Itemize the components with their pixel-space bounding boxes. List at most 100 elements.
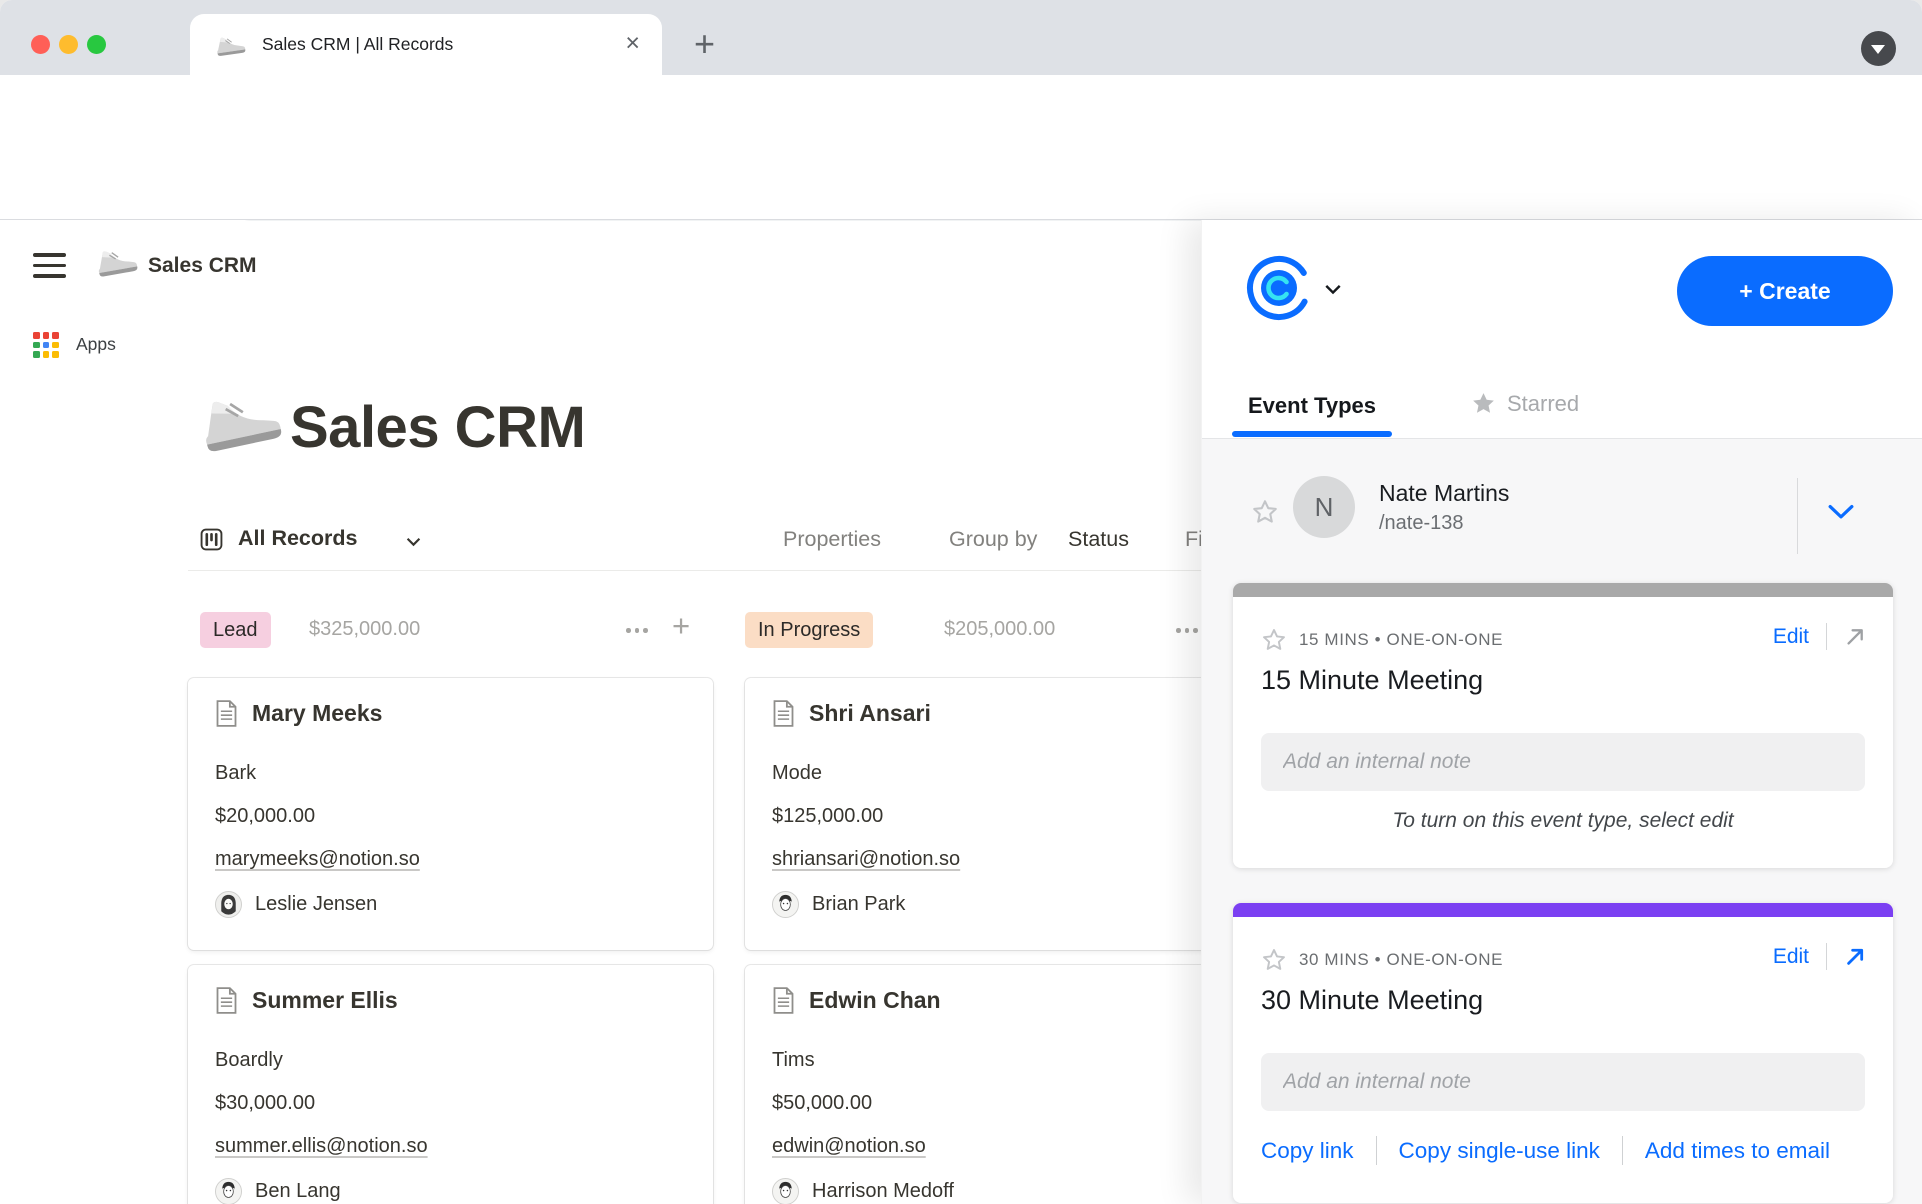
apps-grid-icon[interactable]: [33, 332, 59, 358]
record-owner: Ben Lang: [255, 1180, 341, 1202]
event-meta: 30 MINS • ONE-ON-ONE: [1299, 950, 1504, 969]
board-view-icon: [200, 528, 223, 551]
copy-link-button[interactable]: Copy link: [1261, 1137, 1354, 1163]
actions-divider: [1826, 623, 1827, 650]
hamburger-menu-icon[interactable]: [33, 253, 66, 285]
user-avatar: N: [1293, 476, 1355, 538]
record-amount: $20,000.00: [215, 805, 316, 827]
breadcrumb-page-title[interactable]: Sales CRM: [148, 254, 257, 277]
record-name: Shri Ansari: [809, 700, 931, 726]
board-divider: [188, 570, 1922, 571]
record-email-link[interactable]: marymeeks@notion.so: [215, 848, 420, 870]
document-icon: [773, 987, 794, 1014]
edit-link[interactable]: Edit: [1772, 944, 1809, 968]
record-amount: $30,000.00: [215, 1092, 316, 1114]
star-icon[interactable]: [1261, 627, 1287, 653]
edit-link[interactable]: Edit: [1772, 624, 1809, 648]
open-external-icon[interactable]: [1844, 945, 1867, 968]
user-row-divider: [1797, 478, 1798, 554]
chevron-down-icon[interactable]: [406, 537, 421, 547]
column-total: $325,000.00: [309, 618, 421, 640]
event-actions-row: Copy link Copy single-use link Add times…: [1261, 1136, 1830, 1165]
account-chevron-icon[interactable]: [1324, 284, 1342, 295]
active-tab-underline: [1232, 431, 1392, 437]
document-icon: [773, 700, 794, 727]
record-company: Tims: [772, 1049, 815, 1071]
calendly-sidebar: + Create Event Types Starred N Nate Mart…: [1201, 220, 1922, 1204]
record-owner: Brian Park: [812, 893, 906, 915]
sneaker-page-icon: [98, 251, 138, 277]
internal-note-input[interactable]: [1261, 1053, 1865, 1111]
event-accent-stripe: [1233, 903, 1893, 917]
event-type-card-30-min: 30 MINS • ONE-ON-ONE Edit 30 Minute Meet…: [1233, 903, 1893, 1203]
star-icon[interactable]: [1261, 947, 1287, 973]
tab-close-icon[interactable]: ×: [625, 29, 640, 57]
record-company: Bark: [215, 762, 257, 784]
tab-title: Sales CRM | All Records: [262, 34, 454, 54]
record-card-edwin-chan[interactable]: Edwin Chan Tims $50,000.00 edwin@notion.…: [745, 965, 1270, 1204]
window-close-button[interactable]: [31, 35, 50, 54]
create-button[interactable]: + Create: [1677, 256, 1893, 326]
record-company: Mode: [772, 762, 823, 784]
add-times-to-email-button[interactable]: Add times to email: [1644, 1137, 1830, 1163]
page-emoji-sneaker[interactable]: [190, 380, 287, 460]
open-external-icon[interactable]: [1844, 625, 1867, 648]
record-company: Boardly: [215, 1049, 283, 1071]
record-name: Summer Ellis: [252, 987, 398, 1013]
tab-starred[interactable]: Starred: [1470, 390, 1579, 417]
owner-avatar: [215, 1178, 242, 1204]
record-email-link[interactable]: summer.ellis@notion.so: [215, 1135, 428, 1157]
owner-avatar: [772, 891, 799, 918]
internal-note-input[interactable]: [1261, 733, 1865, 791]
bookmarks-bar: Apps Reading List: [0, 156, 1922, 360]
record-amount: $50,000.00: [772, 1092, 873, 1114]
tab-search-button[interactable]: [1861, 31, 1896, 66]
event-title: 30 Minute Meeting: [1261, 985, 1484, 1015]
browser-toolbar: notion.so/camacme/6de9fb7454454344a80877…: [0, 75, 1922, 221]
record-email-link[interactable]: shriansari@notion.so: [772, 848, 961, 870]
collapse-chevron-icon[interactable]: [1828, 504, 1854, 520]
status-badge-lead[interactable]: Lead: [200, 612, 271, 648]
event-accent-stripe: [1233, 583, 1893, 597]
column-total: $205,000.00: [944, 618, 1056, 640]
record-card-summer-ellis[interactable]: Summer Ellis Boardly $30,000.00 summer.e…: [188, 965, 713, 1204]
properties-button[interactable]: Properties: [783, 527, 881, 551]
copy-single-use-link-button[interactable]: Copy single-use link: [1398, 1137, 1600, 1163]
record-card-mary-meeks[interactable]: Mary Meeks Bark $20,000.00 marymeeks@not…: [188, 678, 713, 950]
sneaker-favicon: [217, 37, 246, 56]
event-type-card-15-min: 15 MINS • ONE-ON-ONE Edit 15 Minute Meet…: [1233, 583, 1893, 868]
record-email-link[interactable]: edwin@notion.so: [772, 1135, 926, 1157]
record-owner: Leslie Jensen: [255, 893, 378, 915]
apps-bookmark[interactable]: Apps: [76, 334, 116, 354]
record-card-shri-ansari[interactable]: Shri Ansari Mode $125,000.00 shriansari@…: [745, 678, 1270, 950]
column-overflow-icon[interactable]: [1176, 628, 1198, 633]
view-selector[interactable]: All Records: [238, 526, 358, 550]
user-name: Nate Martins: [1379, 480, 1510, 506]
star-icon: [1473, 393, 1494, 413]
record-amount: $125,000.00: [772, 805, 884, 827]
document-icon: [216, 987, 237, 1014]
group-by-value[interactable]: Status: [1068, 527, 1129, 551]
owner-avatar: [772, 1178, 799, 1204]
browser-tab[interactable]: Sales CRM | All Records ×: [190, 14, 662, 75]
triangle-down-icon: [1871, 45, 1885, 61]
window-minimize-button[interactable]: [59, 35, 78, 54]
footer-divider: [1621, 1136, 1623, 1165]
owner-avatar: [215, 891, 242, 918]
record-name: Mary Meeks: [252, 700, 383, 726]
favorite-star-icon[interactable]: [1251, 498, 1279, 526]
footer-divider: [1375, 1136, 1377, 1165]
group-by-label[interactable]: Group by: [949, 527, 1038, 551]
page-title: Sales CRM: [290, 395, 586, 460]
record-owner: Harrison Medoff: [812, 1180, 954, 1202]
column-overflow-icon[interactable]: [626, 628, 648, 633]
event-title: 15 Minute Meeting: [1261, 665, 1484, 695]
calendly-logo[interactable]: [1245, 254, 1313, 322]
column-add-icon[interactable]: +: [672, 608, 691, 643]
status-badge-in-progress[interactable]: In Progress: [745, 612, 874, 648]
record-name: Edwin Chan: [809, 987, 941, 1013]
tab-starred-label: Starred: [1507, 390, 1580, 416]
new-tab-button[interactable]: +: [694, 23, 716, 64]
tab-event-types[interactable]: Event Types: [1248, 393, 1376, 418]
window-zoom-button[interactable]: [87, 35, 106, 54]
